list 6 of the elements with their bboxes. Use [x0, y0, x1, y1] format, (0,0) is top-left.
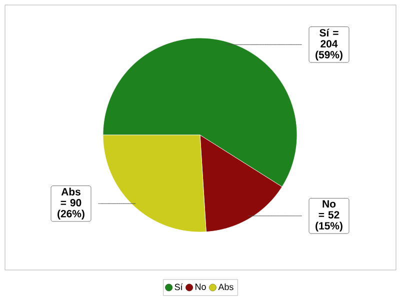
data-label: No = 52 (15%) [316, 200, 342, 232]
legend-label: No [196, 284, 206, 290]
legend-label: Abs [218, 284, 234, 290]
legend-label: Sí [174, 283, 183, 290]
data-label: Abs = 90 (26%) [58, 188, 84, 220]
data-label: Sí = 204 (59%) [316, 28, 342, 60]
